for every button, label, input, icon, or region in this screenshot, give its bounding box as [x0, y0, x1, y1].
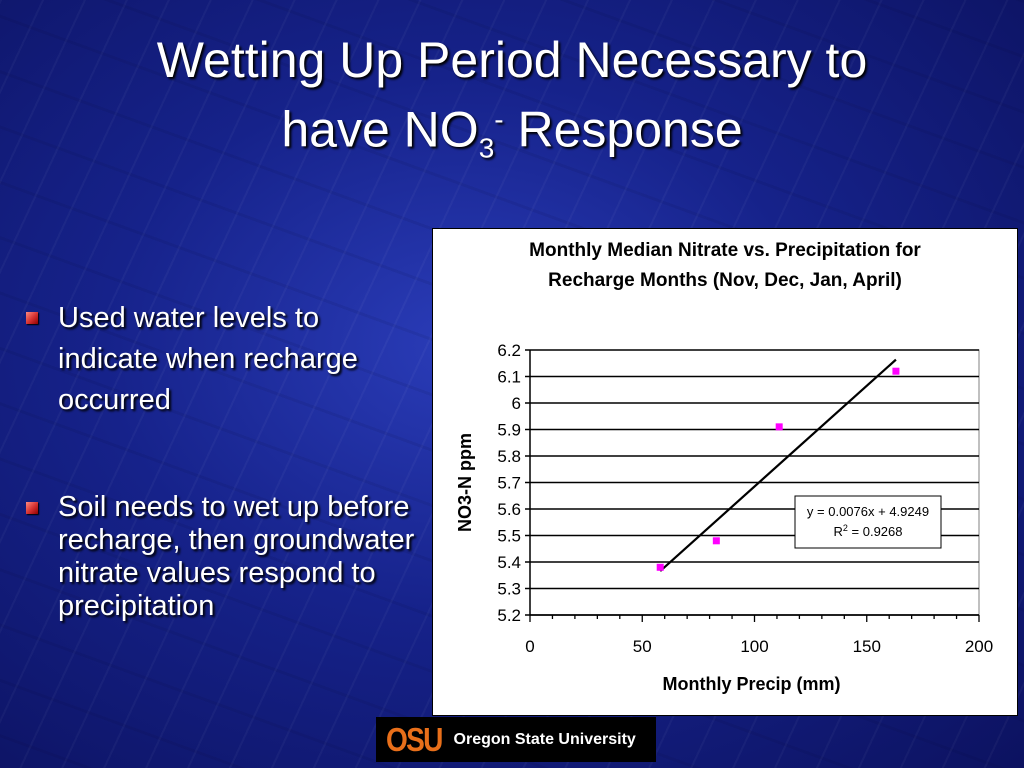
data-point: [892, 367, 900, 375]
y-tick-label: 5.3: [497, 580, 521, 599]
x-tick-label: 0: [525, 637, 534, 656]
trendline: [659, 358, 897, 572]
x-axis-label: Monthly Precip (mm): [662, 674, 840, 694]
y-tick-label: 6: [512, 394, 521, 413]
title-superscript: -: [494, 104, 504, 135]
chart-title-line-1: Monthly Median Nitrate vs. Precipitation…: [529, 240, 921, 261]
data-point: [712, 537, 720, 545]
data-point: [775, 423, 783, 431]
bullet-square-icon: [26, 312, 38, 324]
bullet-text: Soil needs to wet up before recharge, th…: [58, 491, 415, 622]
chart-panel: Monthly Median Nitrate vs. Precipitation…: [432, 228, 1018, 716]
chart-title-line-2: Recharge Months (Nov, Dec, Jan, April): [548, 270, 902, 291]
y-tick-label: 5.8: [497, 447, 521, 466]
title-post: Response: [503, 101, 743, 158]
bullet-square-icon: [26, 502, 38, 514]
x-tick-label: 200: [965, 637, 993, 656]
y-axis-label: NO3-N ppm: [455, 433, 475, 532]
y-tick-label: 5.5: [497, 527, 521, 546]
title-pre: have NO: [281, 101, 479, 158]
x-tick-label: 150: [853, 637, 881, 656]
y-tick-label: 5.9: [497, 421, 521, 440]
logo-mark: OSU: [386, 720, 443, 758]
y-tick-label: 6.1: [497, 368, 521, 387]
bullet-item: Used water levels to indicate when recha…: [22, 298, 422, 421]
y-tick-label: 5.6: [497, 500, 521, 519]
bullet-item: Soil needs to wet up before recharge, th…: [22, 491, 422, 623]
data-point: [656, 563, 664, 571]
r-squared-value: = 0.9268: [848, 524, 903, 539]
x-tick-label: 100: [740, 637, 768, 656]
y-tick-label: 5.2: [497, 606, 521, 625]
slide-title: Wetting Up Period Necessary to have NO3-…: [0, 30, 1024, 179]
y-tick-label: 6.2: [497, 341, 521, 360]
x-tick-label: 50: [633, 637, 652, 656]
title-subscript: 3: [478, 132, 495, 164]
y-tick-label: 5.4: [497, 553, 521, 572]
osu-logo: OSU Oregon State University: [376, 717, 656, 762]
logo-text: Oregon State University: [453, 730, 636, 748]
equation-label: y = 0.0076x + 4.9249: [807, 504, 929, 519]
title-line-2: have NO3- Response: [0, 90, 1024, 179]
bullet-text: Used water levels to indicate when recha…: [58, 302, 358, 416]
bullet-list: Used water levels to indicate when recha…: [22, 298, 422, 623]
scatter-chart: Monthly Median Nitrate vs. Precipitation…: [455, 240, 993, 694]
title-line-1: Wetting Up Period Necessary to: [156, 32, 868, 88]
r-squared-label: R2 = 0.9268: [834, 523, 903, 539]
y-tick-label: 5.7: [497, 474, 521, 493]
r-squared-superscript: 2: [843, 523, 848, 533]
equation-box: [794, 495, 942, 549]
r-squared-symbol: R: [834, 524, 843, 539]
